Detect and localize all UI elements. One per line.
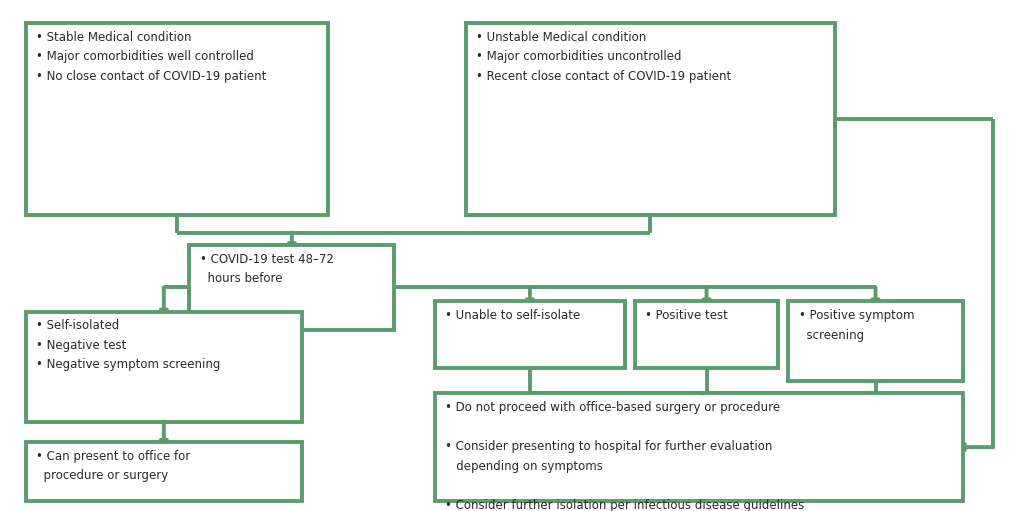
- Text: • Unable to self-isolate: • Unable to self-isolate: [445, 309, 581, 322]
- FancyBboxPatch shape: [189, 245, 394, 330]
- FancyBboxPatch shape: [788, 301, 963, 381]
- FancyBboxPatch shape: [26, 442, 302, 501]
- FancyBboxPatch shape: [466, 23, 835, 215]
- Text: • Positive test: • Positive test: [645, 309, 728, 322]
- FancyBboxPatch shape: [435, 301, 625, 368]
- Text: • Do not proceed with office-based surgery or procedure

• Consider presenting t: • Do not proceed with office-based surge…: [445, 401, 805, 511]
- FancyBboxPatch shape: [26, 23, 328, 215]
- FancyBboxPatch shape: [26, 312, 302, 422]
- Text: • Positive symptom
  screening: • Positive symptom screening: [799, 309, 914, 342]
- Text: • Self-isolated
• Negative test
• Negative symptom screening: • Self-isolated • Negative test • Negati…: [36, 319, 220, 371]
- FancyBboxPatch shape: [435, 393, 963, 501]
- Text: • COVID-19 test 48–72
  hours before: • COVID-19 test 48–72 hours before: [200, 253, 334, 286]
- Text: • Can present to office for
  procedure or surgery: • Can present to office for procedure or…: [36, 450, 190, 482]
- FancyBboxPatch shape: [635, 301, 778, 368]
- Text: • Stable Medical condition
• Major comorbidities well controlled
• No close cont: • Stable Medical condition • Major comor…: [36, 31, 266, 83]
- Text: • Unstable Medical condition
• Major comorbidities uncontrolled
• Recent close c: • Unstable Medical condition • Major com…: [476, 31, 731, 83]
